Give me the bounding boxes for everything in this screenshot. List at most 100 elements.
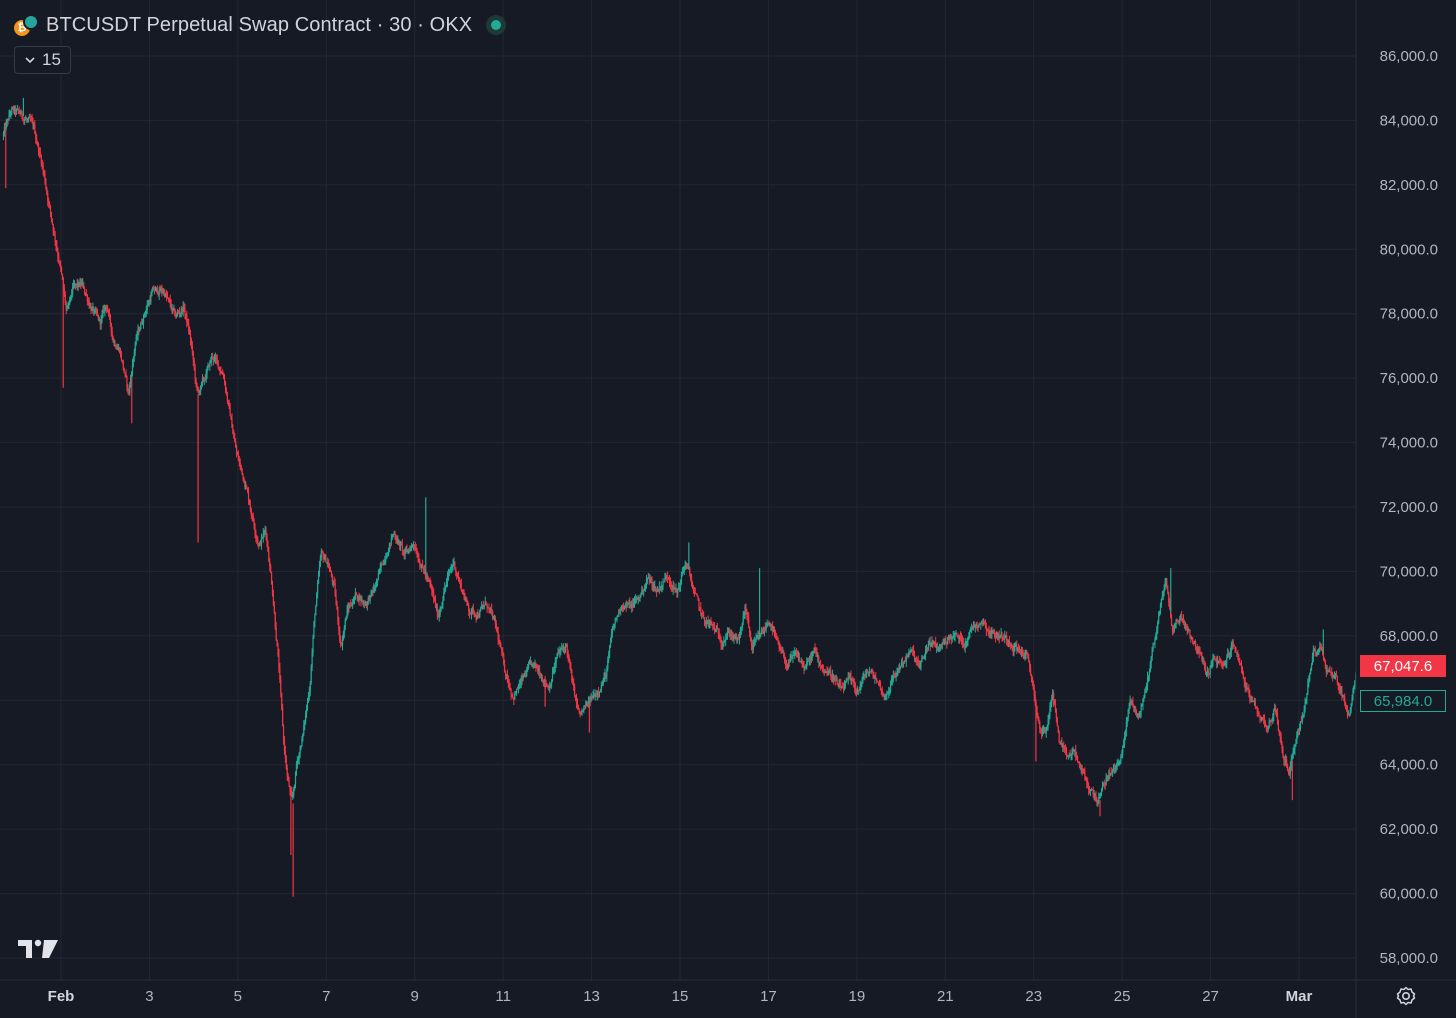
candle-body: [635, 598, 637, 601]
candle-body: [1275, 710, 1278, 714]
candle-body: [507, 680, 509, 684]
candle-body: [471, 608, 473, 610]
candle-body: [256, 536, 258, 540]
candle-body: [1323, 659, 1326, 662]
candle-body: [572, 680, 574, 684]
candle-body: [1192, 638, 1194, 642]
candle-body: [1338, 685, 1340, 689]
candle-body: [1183, 624, 1186, 626]
candle-body: [259, 542, 262, 545]
candle-body: [378, 569, 380, 574]
candle-body: [491, 608, 493, 612]
candle-body: [1071, 753, 1073, 755]
candle-body: [901, 661, 904, 664]
candle-body: [132, 357, 135, 365]
candle-body: [901, 661, 903, 667]
candle-body: [628, 602, 630, 604]
candle-body: [545, 682, 547, 685]
x-tick-label: 15: [672, 988, 689, 1005]
candle-body: [48, 203, 51, 206]
candle-body: [340, 644, 343, 646]
candle-body: [715, 628, 718, 631]
candle-body: [991, 631, 993, 635]
candle-body: [247, 491, 250, 500]
candle-body: [655, 586, 657, 592]
candle-body: [1182, 619, 1185, 625]
candle-body: [267, 541, 269, 552]
candle-body: [1132, 700, 1134, 705]
candle-body: [1087, 782, 1089, 788]
candle-body: [940, 645, 942, 648]
candle-body: [178, 312, 181, 314]
candle-body: [796, 655, 799, 657]
candle-body: [726, 636, 728, 639]
candle-body: [33, 125, 35, 127]
candle-body: [438, 614, 440, 618]
candle-body: [1016, 644, 1018, 651]
candle-body: [586, 703, 589, 706]
candle-body: [671, 585, 673, 590]
candle-body: [4, 126, 6, 129]
candle-body: [774, 632, 777, 636]
candle-body: [112, 336, 114, 343]
candle-body: [295, 764, 298, 773]
candle-body: [303, 724, 305, 734]
candle-body: [502, 652, 504, 655]
candle-body: [98, 319, 100, 321]
candle-body: [537, 667, 539, 671]
candle-body: [959, 636, 961, 639]
candle-body: [479, 611, 481, 617]
candle-body: [768, 624, 770, 626]
candle-body: [159, 290, 161, 292]
candle-body: [1015, 644, 1017, 646]
candle-body: [301, 738, 303, 747]
candle-body: [521, 678, 523, 680]
candle-body: [1167, 588, 1169, 594]
candle-body: [147, 304, 149, 306]
candle-body: [916, 659, 918, 661]
tradingview-logo-icon[interactable]: [18, 938, 58, 960]
candle-body: [702, 613, 705, 618]
candle-body: [447, 572, 450, 577]
candle-body: [328, 563, 330, 568]
candle-body: [480, 608, 482, 612]
candle-body: [1160, 599, 1162, 605]
candle-body: [864, 674, 866, 676]
settings-gear-icon[interactable]: [1395, 985, 1417, 1007]
bitcoin-usdt-icon: ₿: [14, 12, 40, 38]
candle-body: [247, 488, 249, 492]
candle-body: [802, 664, 804, 666]
candle-body: [1288, 770, 1291, 775]
candle-body: [1117, 762, 1119, 765]
candle-body: [1174, 623, 1176, 628]
chart-legend-header[interactable]: ₿ BTCUSDT Perpetual Swap Contract · 30 ·…: [14, 12, 507, 38]
candle-body: [206, 369, 208, 374]
candle-body: [299, 747, 301, 755]
candle-body: [1230, 645, 1232, 652]
indicators-collapse-button[interactable]: 15: [14, 46, 71, 74]
candle-body: [845, 679, 847, 682]
candle-body: [914, 659, 917, 661]
candle-body: [364, 601, 366, 606]
candle-body: [1026, 651, 1028, 654]
candle-body: [898, 668, 900, 670]
candle-body: [129, 384, 131, 394]
candle-body: [200, 382, 203, 386]
candle-body: [651, 579, 653, 585]
candle-body: [638, 597, 640, 600]
candle-body: [606, 669, 608, 677]
candle-body: [970, 628, 972, 632]
candle-body: [538, 670, 540, 672]
candle-body: [1037, 715, 1039, 718]
candle-body: [526, 670, 528, 677]
candle-body: [910, 650, 912, 654]
candle-body: [1039, 721, 1041, 729]
candle-body: [936, 646, 939, 652]
candle-body: [650, 578, 652, 580]
symbol-title[interactable]: BTCUSDT Perpetual Swap Contract · 30 · O…: [46, 13, 473, 36]
candle-body: [560, 648, 562, 652]
candle-body: [1310, 665, 1313, 670]
candle-body: [803, 665, 805, 669]
